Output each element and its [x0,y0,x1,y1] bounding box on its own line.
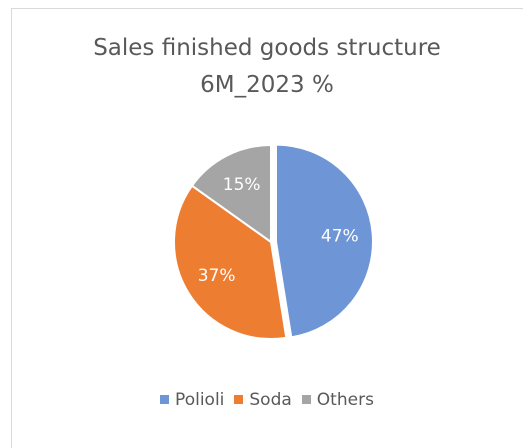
data-label-polioli: 47% [321,227,359,247]
chart-legend: Polioli Soda Others [11,390,523,410]
pie-slice-polioli [274,143,374,339]
pie-chart: 47% 37% 15% [173,143,374,340]
legend-swatch-others [301,395,311,404]
data-label-others: 15% [223,175,261,195]
chart-title: Sales finished goods structure [93,35,441,61]
legend-swatch-soda [234,395,244,404]
legend-label-soda: Soda [249,390,292,410]
chart-subtitle: 6M_2023 % [200,72,334,98]
pie-slice-soda [173,184,288,340]
legend-item-soda: Soda [234,390,292,410]
legend-item-others: Others [301,390,374,410]
legend-swatch-polioli [160,395,170,404]
legend-item-polioli: Polioli [160,390,224,410]
pie-slice-others [190,143,272,244]
legend-label-others: Others [316,390,374,410]
data-label-soda: 37% [198,266,236,286]
legend-label-polioli: Polioli [175,390,225,410]
